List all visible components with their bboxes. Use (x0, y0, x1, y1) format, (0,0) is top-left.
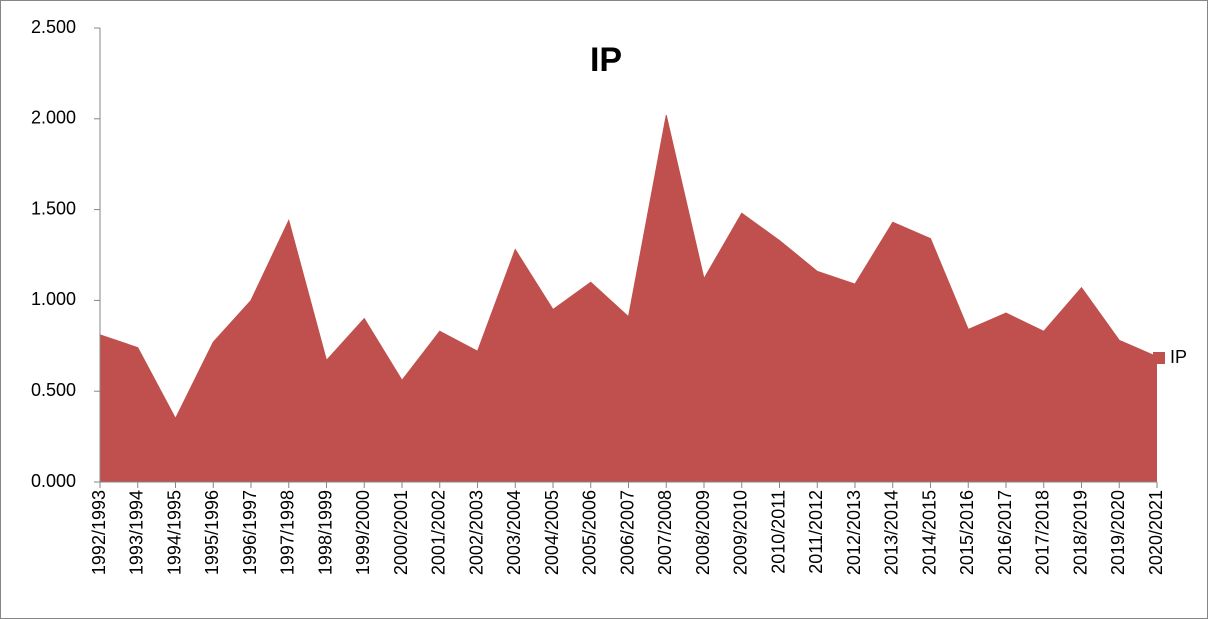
x-tick-label: 2016/2017 (995, 490, 1015, 575)
legend-label: IP (1170, 347, 1187, 367)
y-tick-label: 1.000 (31, 289, 76, 309)
x-tick-label: 1998/1999 (315, 490, 335, 575)
x-tick-label: 2009/2010 (731, 490, 751, 575)
area-line (99, 115, 1158, 420)
x-tick-label: 2017/2018 (1033, 490, 1053, 575)
x-tick-label: 2013/2014 (882, 490, 902, 575)
x-tick-label: 2005/2006 (580, 490, 600, 575)
x-tick-label: 2019/2020 (1108, 490, 1128, 575)
x-tick-label: 1997/1998 (278, 490, 298, 575)
y-tick-label: 2.000 (31, 108, 76, 128)
x-tick-label: 1993/1994 (127, 490, 147, 575)
x-tick-label: 2014/2015 (919, 490, 939, 575)
x-tick-label: 1996/1997 (240, 490, 260, 575)
x-tick-label: 2003/2004 (504, 490, 524, 575)
area-fill (100, 115, 1157, 482)
x-tick-label: 2012/2013 (844, 490, 864, 575)
x-tick-label: 2015/2016 (957, 490, 977, 575)
x-tick-label: 2020/2021 (1146, 490, 1166, 575)
chart-title: IP (590, 41, 622, 79)
x-tick-label: 2004/2005 (542, 490, 562, 575)
x-tick-label: 1995/1996 (202, 490, 222, 575)
x-tick-label: 1992/1993 (89, 490, 109, 575)
y-tick-label: 2.500 (31, 17, 76, 37)
y-tick-label: 1.500 (31, 198, 76, 218)
x-tick-label: 2001/2002 (429, 490, 449, 575)
y-tick-label: 0.500 (31, 380, 76, 400)
x-tick-label: 2002/2003 (466, 490, 486, 575)
x-tick-label: 2011/2012 (806, 490, 826, 574)
x-tick-label: 1999/2000 (353, 490, 373, 575)
x-tick-label: 2000/2001 (391, 490, 411, 575)
legend-swatch (1153, 352, 1165, 364)
x-tick-label: 1994/1995 (164, 490, 184, 575)
x-tick-label: 2007/2008 (655, 490, 675, 575)
x-tick-label: 2006/2007 (617, 490, 637, 575)
x-tick-label: 2008/2009 (693, 490, 713, 575)
y-tick-label: 0.000 (31, 471, 76, 491)
x-tick-label: 2018/2019 (1070, 490, 1090, 575)
x-tick-label: 2010/2011 (768, 490, 788, 574)
